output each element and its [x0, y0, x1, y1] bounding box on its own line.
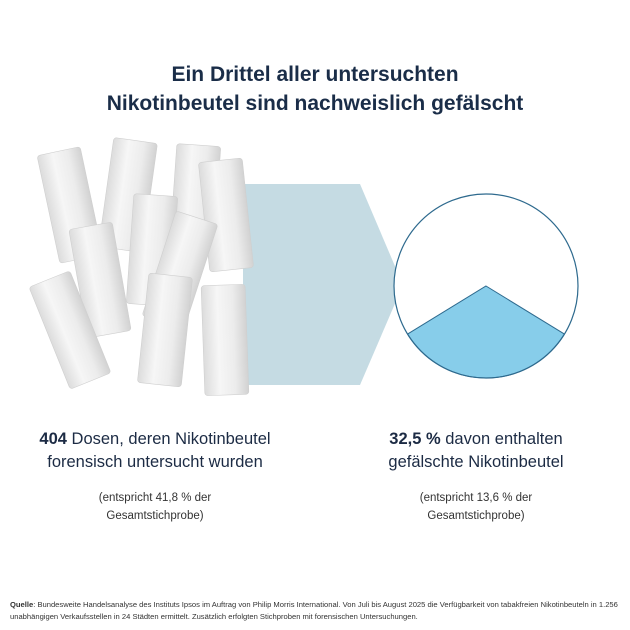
left-note: (entspricht 41,8 % der Gesamtstichprobe) — [5, 489, 305, 525]
left-stat: 404 Dosen, deren Nikotinbeutel forensisc… — [5, 428, 305, 474]
right-stat-number: 32,5 % — [389, 430, 441, 448]
source-text: : Bundesweite Handelsanalyse des Institu… — [10, 600, 618, 621]
source-note: Quelle: Bundesweite Handelsanalyse des I… — [10, 599, 625, 623]
pouch — [198, 157, 254, 273]
right-note-1: (entspricht 13,6 % der — [419, 492, 533, 504]
right-stat-text-2: gefälschte Nikotinbeutel — [388, 453, 564, 471]
right-note-2: Gesamtstichprobe) — [427, 510, 525, 522]
right-note: (entspricht 13,6 % der Gesamtstichprobe) — [326, 489, 626, 525]
pouch — [29, 271, 111, 389]
pouch — [137, 272, 193, 388]
pie-outline — [393, 193, 579, 379]
right-stat-text-1: davon enthalten — [440, 430, 563, 448]
left-note-2: Gesamtstichprobe) — [106, 510, 204, 522]
left-note-1: (entspricht 41,8 % der — [98, 492, 212, 504]
title-line-1: Ein Drittel aller untersuchten — [171, 63, 459, 86]
left-stat-number: 404 — [39, 430, 67, 448]
left-stat-text-1: Dosen, deren Nikotinbeutel — [66, 430, 271, 448]
pie-chart — [393, 193, 579, 379]
pouch — [200, 284, 250, 396]
arrow-shape — [243, 184, 403, 385]
nicotine-pouches-image — [29, 137, 254, 396]
title-line-2: Nikotinbeutel sind nachweislich gefälsch… — [106, 92, 524, 115]
right-stat: 32,5 % davon enthalten gefälschte Nikoti… — [326, 428, 626, 474]
source-label: Quelle — [10, 600, 34, 609]
left-stat-text-2: forensisch untersucht wurden — [47, 453, 263, 471]
page-title: Ein Drittel aller untersuchten Nikotinbe… — [0, 60, 630, 118]
